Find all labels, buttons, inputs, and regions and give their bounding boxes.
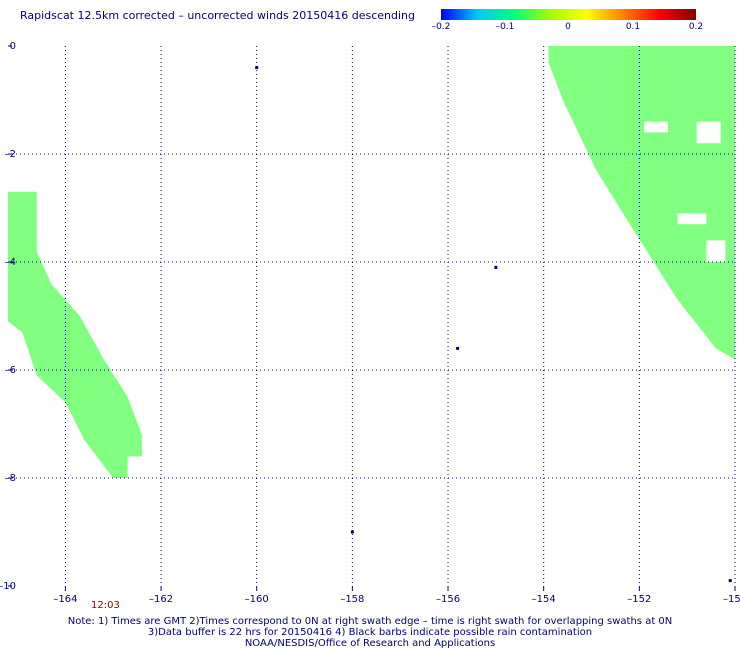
x-tick-label: –154: [532, 594, 556, 605]
y-tick-label: –4: [5, 257, 16, 268]
marker-point: [728, 579, 732, 583]
x-tick-label: –160: [245, 594, 269, 605]
colorbar-label-neg: –0.1: [495, 22, 515, 32]
notes-line-2: 3)Data buffer is 22 hrs for 20150416 4) …: [147, 627, 593, 638]
colorbar-label-pos: 0.1: [625, 22, 641, 32]
x-tick-label: –156: [436, 594, 460, 605]
marker-point: [255, 66, 259, 70]
chart-title: Rapidscat 12.5km corrected – uncorrected…: [20, 9, 416, 22]
y-tick-label: –10: [0, 581, 16, 592]
notes-line-1: Note: 1) Times are GMT 2)Times correspon…: [67, 616, 673, 627]
swath-west: [8, 191, 142, 479]
notes-line-3: NOAA/NESDIS/Office of Research and Appli…: [244, 638, 496, 649]
x-tick-label: –152: [627, 594, 651, 605]
swath-gap-3: [706, 240, 726, 262]
x-tick-label: –164: [53, 594, 77, 605]
x-tick-label: –162: [149, 594, 173, 605]
y-tick-label: –8: [5, 473, 16, 484]
colorbar: [441, 9, 696, 20]
swath-gap-0: [644, 121, 668, 133]
swath-east: [548, 46, 735, 360]
x-tick-label: –158: [340, 594, 364, 605]
marker-point: [494, 265, 498, 269]
colorbar-label-min: –0.2: [431, 22, 451, 32]
time-label: 12:03: [91, 600, 120, 611]
x-tick-label: –150: [723, 594, 740, 605]
y-tick-label: –6: [5, 365, 16, 376]
swath-gap-1: [696, 121, 721, 144]
marker-point: [456, 346, 460, 350]
colorbar-label-max: 0.2: [688, 22, 704, 32]
swath-gap-2: [677, 213, 707, 225]
colorbar-label-zero: 0: [565, 22, 571, 32]
y-tick-label: 0: [10, 41, 16, 52]
y-tick-label: –2: [5, 149, 16, 160]
marker-point: [350, 530, 354, 534]
